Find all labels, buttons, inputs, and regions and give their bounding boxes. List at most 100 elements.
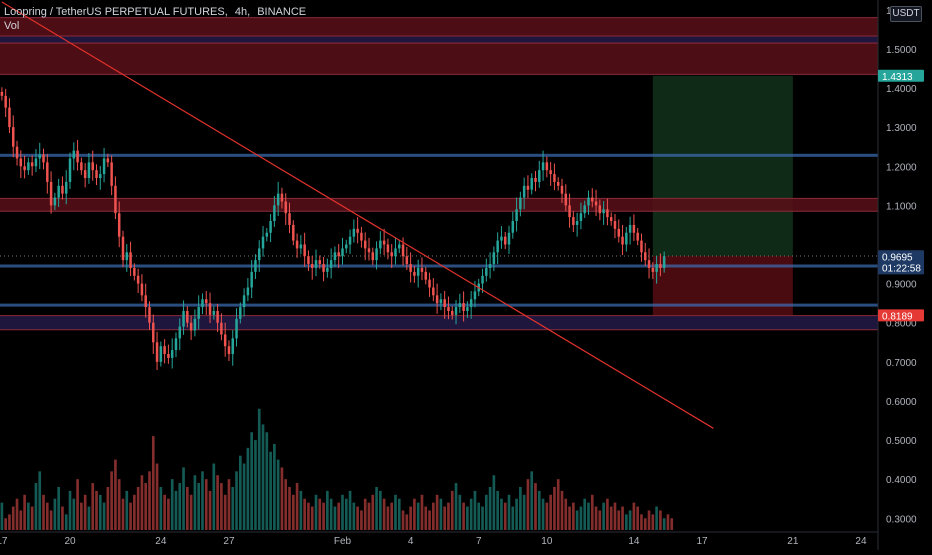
volume-bar <box>492 475 496 530</box>
volume-bar <box>246 447 250 530</box>
price-tick-label: 1.4000 <box>886 84 917 95</box>
volume-bar <box>284 479 288 530</box>
volume-bar <box>95 490 98 530</box>
candle-body <box>76 150 79 163</box>
candle <box>503 231 507 250</box>
candle-body <box>106 158 110 163</box>
candle <box>647 248 651 279</box>
volume-bar <box>117 479 121 530</box>
volume-bar <box>235 471 238 530</box>
candle-body <box>19 158 23 167</box>
candle <box>496 232 499 265</box>
candle-body <box>155 342 159 362</box>
candle <box>72 142 76 171</box>
volume-bar <box>352 502 356 530</box>
volume-bar <box>556 479 560 530</box>
candle <box>363 232 367 261</box>
time-tick-label: 17 <box>0 536 8 547</box>
volume-bar <box>379 490 382 530</box>
candle <box>662 251 666 273</box>
volume-bar <box>579 506 583 530</box>
candle-body <box>594 201 598 206</box>
candle-body <box>360 232 363 241</box>
candle-body <box>34 158 38 167</box>
volume-bar <box>500 498 503 530</box>
volume-legend[interactable]: Vol <box>4 20 20 32</box>
resistance-zone-purple <box>0 36 878 44</box>
volume-bar <box>140 475 144 530</box>
price-tick-label: 1.3000 <box>886 123 917 134</box>
candle <box>276 181 280 216</box>
symbol-name[interactable]: Loopring / TetherUS PERPETUAL FUTURES <box>4 6 225 18</box>
candle-body <box>628 224 632 233</box>
volume-bar <box>269 451 272 530</box>
resistance-zone-upper <box>0 43 878 75</box>
volume-bar <box>416 502 420 530</box>
price-label-text: 0.9695 <box>882 252 913 263</box>
volume-bar <box>640 514 643 530</box>
volume-bar <box>632 502 636 530</box>
candle-body <box>609 217 613 222</box>
candle-body <box>515 209 518 222</box>
volume-bar <box>11 506 15 530</box>
candle-body <box>382 240 386 245</box>
volume-bar <box>38 471 42 530</box>
volume-bar <box>549 494 552 530</box>
volume-bar <box>314 494 318 530</box>
candle-body <box>534 178 537 182</box>
volume-bar <box>23 494 26 530</box>
candle-body <box>473 291 477 300</box>
candle <box>326 258 329 278</box>
countdown-text: 01:22:58 <box>882 263 921 274</box>
candle-body <box>136 275 140 284</box>
candle <box>609 212 613 226</box>
volume-bar <box>405 514 409 530</box>
time-tick-label: 21 <box>787 536 799 547</box>
candle-body <box>57 185 60 198</box>
candle <box>53 192 57 211</box>
candle-body <box>485 267 488 276</box>
candle-body <box>553 174 556 182</box>
candle <box>341 237 344 265</box>
candle <box>76 140 79 171</box>
volume-bar <box>148 471 151 530</box>
volume-bar <box>511 506 515 530</box>
volume-bar <box>473 490 477 530</box>
candle <box>632 214 636 241</box>
interval-label[interactable]: 4h <box>234 6 248 18</box>
candle <box>27 157 30 175</box>
candle-body <box>560 185 564 194</box>
volume-bar <box>435 494 439 530</box>
volume-bar <box>606 498 609 530</box>
candle <box>235 308 238 347</box>
candle-body <box>640 240 643 253</box>
volume-bar <box>80 502 83 530</box>
candle <box>239 302 242 324</box>
volume-bar <box>530 471 534 530</box>
candle <box>386 238 390 260</box>
candle-body <box>91 162 94 171</box>
volume-bar <box>265 432 269 530</box>
volume-bar <box>613 502 617 530</box>
volume-bar <box>587 502 590 530</box>
candle-body <box>602 209 605 214</box>
volume-bar <box>0 502 4 530</box>
candle-body <box>659 264 662 268</box>
volume-bar <box>382 498 386 530</box>
candle-body <box>500 236 503 241</box>
candle-body <box>522 185 526 198</box>
time-tick-label: 20 <box>64 536 76 547</box>
candle <box>148 301 151 330</box>
candle <box>522 177 526 210</box>
candle <box>250 260 253 299</box>
currency-badge[interactable]: USDT <box>890 6 922 22</box>
candle-body <box>273 205 276 222</box>
candle-body <box>329 260 333 268</box>
candle-body <box>379 240 382 249</box>
volume-bar <box>125 490 129 530</box>
candle-body <box>148 307 151 323</box>
candle <box>261 226 265 257</box>
candle-body <box>337 252 340 257</box>
